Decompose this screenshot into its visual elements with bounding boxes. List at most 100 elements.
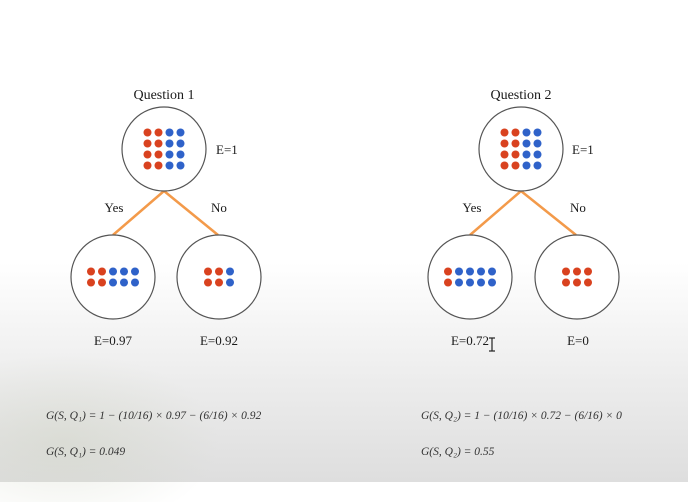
tree2-root-red-ball	[500, 161, 509, 170]
tree1-yes-blue-ball	[120, 267, 128, 276]
tree2-yes-blue-ball	[488, 278, 496, 287]
background-swoosh	[0, 352, 220, 502]
tree1-root-red-ball	[154, 128, 163, 137]
tree-question-1: Question 1 E=1 Yes No E=0.97 E=0.92 G(S,…	[46, 88, 262, 458]
tree1-yes-blue-ball	[131, 267, 139, 276]
tree2-root-entropy: E=1	[572, 142, 594, 157]
tree2-root-blue-ball	[522, 128, 531, 137]
tree2-yes-balls	[444, 267, 496, 287]
tree1-root-blue-ball	[176, 150, 185, 159]
tree2-root-blue-ball	[533, 161, 542, 170]
tree1-yes-blue-ball	[131, 278, 139, 287]
tree1-root-red-ball	[154, 150, 163, 159]
tree2-root-red-ball	[511, 161, 520, 170]
tree2-root-node	[478, 106, 564, 192]
tree2-root-red-ball	[500, 128, 509, 137]
tree1-yes-node	[70, 234, 156, 320]
tree2-no-label: No	[570, 200, 586, 215]
tree1-root-red-ball	[154, 161, 163, 170]
tree1-gain-formula: G(S, Q₁) = 1 − (10/16) × 0.97 − (6/16) ×…	[46, 410, 262, 422]
tree1-root-entropy: E=1	[216, 142, 238, 157]
text-cursor-icon	[489, 337, 495, 352]
tree1-root-blue-ball	[165, 128, 174, 137]
tree1-root-red-ball	[143, 150, 152, 159]
tree2-root-red-ball	[500, 139, 509, 148]
tree1-yes-balls	[87, 267, 139, 287]
tree1-no-blue-ball	[226, 278, 234, 287]
tree2-no-red-ball	[584, 278, 592, 287]
tree2-root-blue-ball	[522, 150, 531, 159]
tree1-gain-result: G(S, Q₁) = 0.049	[46, 446, 125, 458]
tree2-no-red-ball	[573, 267, 581, 276]
tree2-no-balls	[562, 267, 592, 287]
tree2-root-blue-ball	[533, 128, 542, 137]
tree2-root-blue-ball	[522, 139, 531, 148]
tree2-yes-branch	[469, 190, 522, 236]
tree2-yes-entropy: E=0.72	[451, 333, 489, 348]
tree1-root-blue-ball	[176, 139, 185, 148]
tree1-root-blue-ball	[165, 161, 174, 170]
tree1-root-blue-ball	[176, 128, 185, 137]
tree1-root-blue-ball	[176, 161, 185, 170]
tree2-root-red-ball	[511, 139, 520, 148]
tree1-yes-red-ball	[98, 267, 106, 276]
tree2-question-title: Question 2	[490, 88, 551, 103]
tree2-root-red-ball	[511, 128, 520, 137]
tree2-yes-blue-ball	[477, 267, 485, 276]
tree2-root-red-ball	[500, 150, 509, 159]
tree1-yes-red-ball	[87, 267, 95, 276]
tree2-root-blue-ball	[533, 150, 542, 159]
tree2-yes-node	[427, 234, 513, 320]
tree2-yes-blue-ball	[477, 278, 485, 287]
tree1-root-red-ball	[154, 139, 163, 148]
tree1-no-red-ball	[215, 278, 223, 287]
tree2-root-blue-ball	[533, 139, 542, 148]
tree1-no-red-ball	[204, 267, 212, 276]
tree2-no-entropy: E=0	[567, 333, 589, 348]
tree1-yes-red-ball	[98, 278, 106, 287]
tree1-yes-blue-ball	[109, 267, 117, 276]
tree1-root-blue-ball	[165, 139, 174, 148]
tree2-gain-formula: G(S, Q₂) = 1 − (10/16) × 0.72 − (6/16) ×…	[421, 410, 622, 422]
tree1-root-red-ball	[143, 128, 152, 137]
tree-question-2: Question 2 E=1 Yes No E=0.72 E=0 G(S, Q₂…	[421, 88, 622, 458]
tree1-no-red-ball	[215, 267, 223, 276]
tree2-no-red-ball	[573, 278, 581, 287]
tree2-yes-blue-ball	[466, 267, 474, 276]
tree2-gain-result: G(S, Q₂) = 0.55	[421, 446, 495, 458]
tree1-yes-red-ball	[87, 278, 95, 287]
tree1-no-node	[176, 234, 262, 320]
tree1-no-entropy: E=0.92	[200, 333, 238, 348]
tree1-no-branch	[163, 190, 219, 236]
tree1-no-red-ball	[204, 278, 212, 287]
tree1-yes-label: Yes	[105, 200, 124, 215]
tree2-no-branch	[520, 190, 577, 236]
tree1-root-blue-ball	[165, 150, 174, 159]
tree2-root-blue-ball	[522, 161, 531, 170]
tree2-yes-red-ball	[444, 267, 452, 276]
tree2-yes-blue-ball	[455, 278, 463, 287]
tree2-no-red-ball	[584, 267, 592, 276]
tree1-yes-blue-ball	[109, 278, 117, 287]
tree2-yes-blue-ball	[466, 278, 474, 287]
tree1-yes-branch	[112, 190, 165, 236]
tree2-yes-label: Yes	[463, 200, 482, 215]
tree1-root-balls	[143, 128, 185, 170]
tree2-yes-blue-ball	[488, 267, 496, 276]
tree1-no-balls	[204, 267, 234, 287]
tree1-yes-blue-ball	[120, 278, 128, 287]
tree2-no-red-ball	[562, 278, 570, 287]
tree1-question-title: Question 1	[133, 88, 194, 103]
tree2-root-red-ball	[511, 150, 520, 159]
tree1-no-blue-ball	[226, 267, 234, 276]
tree1-yes-entropy: E=0.97	[94, 333, 133, 348]
tree1-root-red-ball	[143, 161, 152, 170]
tree1-root-node	[121, 106, 207, 192]
tree1-root-red-ball	[143, 139, 152, 148]
tree1-no-label: No	[211, 200, 227, 215]
tree2-yes-blue-ball	[455, 267, 463, 276]
tree2-no-red-ball	[562, 267, 570, 276]
tree2-root-balls	[500, 128, 542, 170]
decision-tree-diagram: Question 1 E=1 Yes No E=0.97 E=0.92 G(S,…	[46, 88, 622, 458]
tree2-no-node	[534, 234, 620, 320]
